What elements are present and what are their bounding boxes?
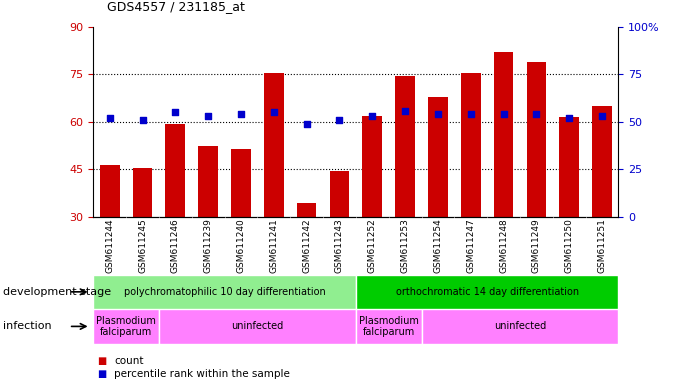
Point (498, 111, 509, 118)
Text: count: count (114, 356, 144, 366)
Bar (100, 165, 120, 217)
Text: GSM611252: GSM611252 (368, 218, 377, 273)
Bar (428, 97, 448, 217)
Bar (133, 168, 153, 217)
Bar (297, 203, 316, 217)
Text: development stage: development stage (3, 287, 111, 297)
Bar (493, 52, 513, 217)
Text: GSM611244: GSM611244 (105, 218, 114, 273)
Text: GSM611249: GSM611249 (532, 218, 541, 273)
Bar (198, 146, 218, 217)
Point (334, 117, 345, 123)
Text: GSM611248: GSM611248 (499, 218, 508, 273)
Text: percentile rank within the sample: percentile rank within the sample (114, 369, 290, 379)
Bar (231, 149, 251, 217)
Bar (461, 73, 481, 217)
Point (399, 108, 410, 114)
Bar (356, 275, 618, 309)
Text: polychromatophilic 10 day differentiation: polychromatophilic 10 day differentiatio… (124, 287, 325, 297)
Point (433, 111, 444, 118)
Text: GSM611254: GSM611254 (433, 218, 442, 273)
Bar (264, 73, 283, 217)
Text: GSM611241: GSM611241 (269, 218, 278, 273)
Bar (592, 106, 612, 217)
Text: GDS4557 / 231185_at: GDS4557 / 231185_at (107, 0, 245, 13)
Text: infection: infection (3, 321, 52, 331)
Text: GSM611243: GSM611243 (335, 218, 344, 273)
Text: orthochromatic 14 day differentiation: orthochromatic 14 day differentiation (395, 287, 579, 297)
Point (564, 115, 575, 121)
Point (137, 117, 148, 123)
Bar (93, 275, 356, 309)
Bar (422, 309, 618, 344)
Point (465, 111, 476, 118)
Text: GSM611240: GSM611240 (236, 218, 245, 273)
Text: ■: ■ (97, 369, 106, 379)
Point (202, 113, 214, 119)
Text: GSM611242: GSM611242 (302, 218, 311, 273)
Bar (166, 124, 185, 217)
Point (531, 111, 542, 118)
Point (596, 113, 607, 119)
Text: GSM611239: GSM611239 (204, 218, 213, 273)
Text: uninfected: uninfected (494, 321, 546, 331)
Text: GSM611245: GSM611245 (138, 218, 147, 273)
Text: GSM611250: GSM611250 (565, 218, 574, 273)
Bar (560, 117, 579, 217)
Text: Plasmodium
falciparum: Plasmodium falciparum (96, 316, 156, 337)
Bar (356, 309, 422, 344)
Point (170, 109, 181, 116)
Text: GSM611251: GSM611251 (598, 218, 607, 273)
Text: Plasmodium
falciparum: Plasmodium falciparum (359, 316, 419, 337)
Point (236, 111, 247, 118)
Text: GSM611246: GSM611246 (171, 218, 180, 273)
Text: ■: ■ (97, 356, 106, 366)
Bar (159, 309, 356, 344)
Text: GSM611247: GSM611247 (466, 218, 475, 273)
Point (268, 109, 279, 116)
Bar (527, 62, 547, 217)
Bar (395, 76, 415, 217)
Point (367, 113, 378, 119)
Text: GSM611253: GSM611253 (401, 218, 410, 273)
Text: uninfected: uninfected (231, 321, 283, 331)
Point (301, 121, 312, 127)
Point (104, 115, 115, 121)
Bar (330, 171, 350, 217)
Bar (93, 309, 159, 344)
Bar (363, 116, 382, 217)
